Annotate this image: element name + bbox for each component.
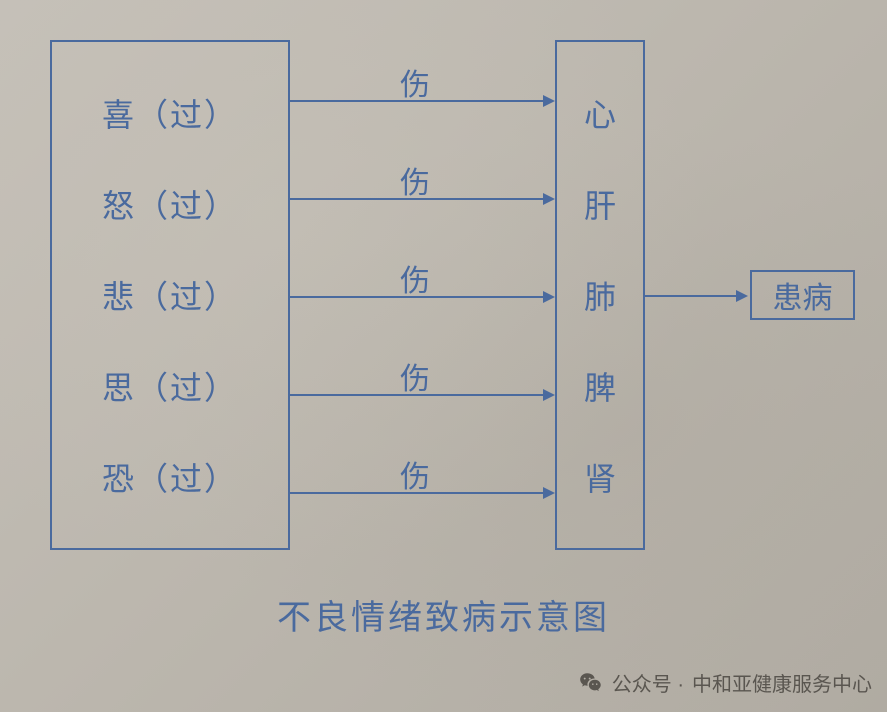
wechat-icon	[578, 670, 604, 696]
diagram-caption: 不良情绪致病示意图	[0, 590, 887, 639]
disease-box: 患病	[750, 270, 855, 320]
arrowhead-emotion-organ-1	[543, 193, 555, 205]
diagram-container: 喜（过） 怒（过） 悲（过） 思（过） 恐（过） 心 肝 肺 脾 肾 患病 伤伤…	[0, 0, 887, 712]
organ-heart: 心	[557, 90, 643, 136]
organ-liver: 肝	[557, 181, 643, 227]
edge-label-0: 伤	[400, 60, 430, 104]
organs-box: 心 肝 肺 脾 肾	[555, 40, 645, 550]
emotion-joy: 喜（过）	[52, 90, 288, 136]
arrowhead-emotion-organ-2	[543, 291, 555, 303]
organ-lung: 肺	[557, 272, 643, 318]
watermark-name: 中和亚健康服务中心	[692, 668, 872, 697]
arrowhead-emotion-organ-4	[543, 487, 555, 499]
disease-label: 患病	[773, 273, 833, 317]
edge-label-1: 伤	[400, 158, 430, 202]
emotion-grief: 悲（过）	[52, 272, 288, 318]
watermark: 公众号 · 中和亚健康服务中心	[578, 668, 872, 697]
emotion-anger: 怒（过）	[52, 181, 288, 227]
emotion-worry: 思（过）	[52, 363, 288, 409]
edge-label-4: 伤	[400, 452, 430, 496]
watermark-prefix: 公众号 ·	[612, 668, 684, 697]
arrow-organ-disease	[645, 295, 736, 297]
emotion-fear: 恐（过）	[52, 454, 288, 500]
arrowhead-emotion-organ-3	[543, 389, 555, 401]
emotions-box: 喜（过） 怒（过） 悲（过） 思（过） 恐（过）	[50, 40, 290, 550]
edge-label-3: 伤	[400, 354, 430, 398]
organ-kidney: 肾	[557, 454, 643, 500]
arrowhead-emotion-organ-0	[543, 95, 555, 107]
edge-label-2: 伤	[400, 256, 430, 300]
organ-spleen: 脾	[557, 363, 643, 409]
arrowhead-organ-disease	[736, 290, 748, 302]
